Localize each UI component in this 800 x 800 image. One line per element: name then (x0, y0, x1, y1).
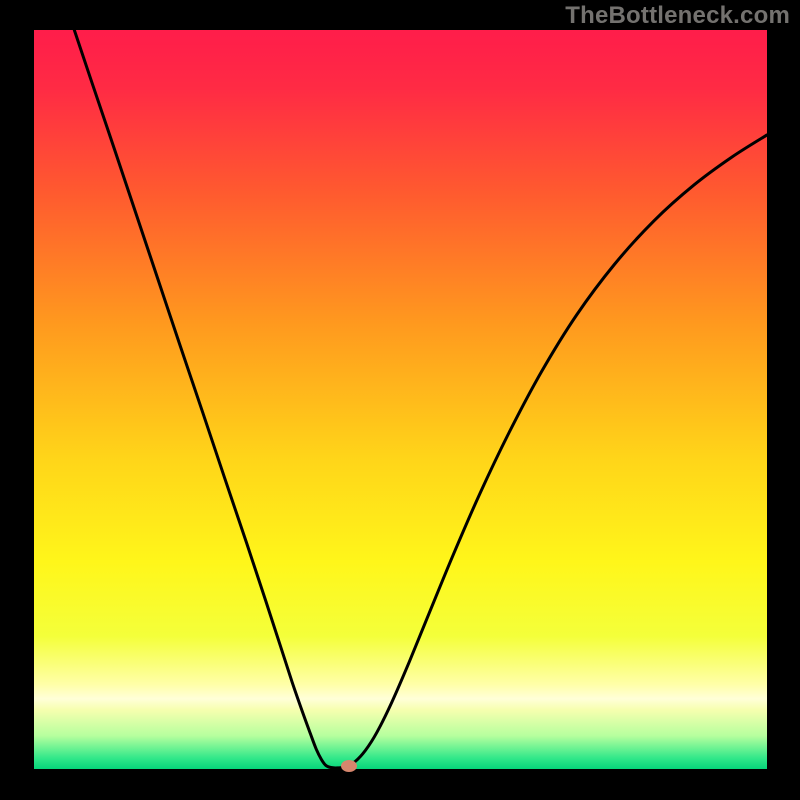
chart-frame: TheBottleneck.com (0, 0, 800, 800)
bottleneck-curve (34, 30, 767, 769)
plot-area (34, 30, 767, 769)
optimum-marker (341, 760, 357, 772)
watermark-text: TheBottleneck.com (565, 2, 790, 30)
